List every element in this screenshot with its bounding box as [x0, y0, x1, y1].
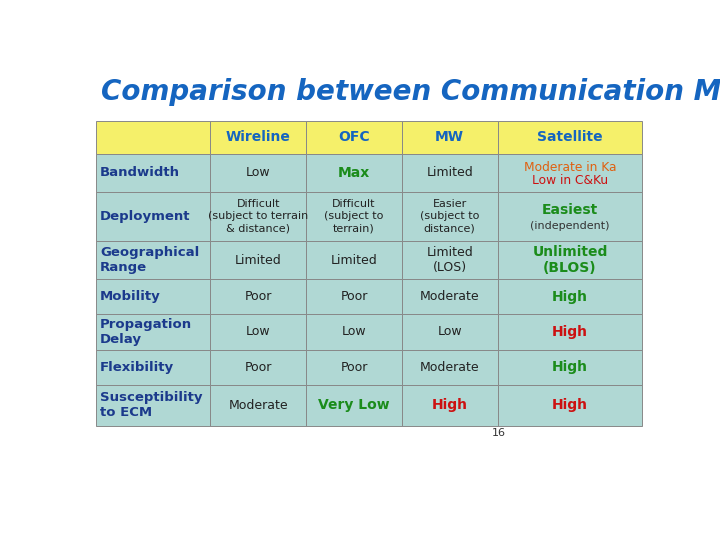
Text: High: High — [552, 289, 588, 303]
Text: Susceptibility
to ECM: Susceptibility to ECM — [100, 392, 202, 419]
Text: Poor: Poor — [245, 361, 272, 374]
Text: Limited: Limited — [426, 166, 473, 179]
Bar — [210, 385, 306, 426]
Bar — [210, 192, 306, 241]
Bar — [210, 121, 306, 154]
Text: Low: Low — [437, 326, 462, 339]
Text: Difficult
(subject to terrain
& distance): Difficult (subject to terrain & distance… — [208, 199, 308, 233]
Text: Mobility: Mobility — [100, 290, 161, 303]
Text: Low: Low — [246, 326, 271, 339]
Bar — [210, 314, 306, 349]
Text: Moderate in Ka: Moderate in Ka — [523, 161, 616, 174]
Text: High: High — [552, 399, 588, 412]
Bar — [498, 314, 642, 349]
Bar — [402, 349, 498, 385]
Text: Moderate: Moderate — [228, 399, 288, 412]
Text: 16: 16 — [492, 428, 506, 437]
Bar — [96, 192, 210, 241]
Text: Very Low: Very Low — [318, 399, 390, 412]
Bar — [402, 385, 498, 426]
Bar — [306, 314, 402, 349]
Bar — [96, 385, 210, 426]
Text: Poor: Poor — [341, 361, 368, 374]
Text: Max: Max — [338, 166, 370, 180]
Bar — [96, 279, 210, 314]
Bar — [210, 154, 306, 192]
Text: Wireline: Wireline — [226, 130, 291, 144]
Text: Propagation
Delay: Propagation Delay — [100, 318, 192, 346]
Text: Bandwidth: Bandwidth — [100, 166, 180, 179]
Bar — [306, 192, 402, 241]
Bar — [96, 121, 210, 154]
Bar — [210, 349, 306, 385]
Bar — [306, 154, 402, 192]
Bar — [96, 349, 210, 385]
Bar — [498, 385, 642, 426]
Text: Satellite: Satellite — [537, 130, 603, 144]
Bar — [210, 279, 306, 314]
Text: Flexibility: Flexibility — [100, 361, 174, 374]
Text: (independent): (independent) — [530, 221, 610, 231]
Bar — [306, 385, 402, 426]
Text: Low: Low — [342, 326, 366, 339]
Text: Low in C&Ku: Low in C&Ku — [532, 174, 608, 187]
Text: MW: MW — [435, 130, 464, 144]
Text: High: High — [552, 325, 588, 339]
Bar — [402, 314, 498, 349]
Text: Geographical
Range: Geographical Range — [100, 246, 199, 274]
Text: Low: Low — [246, 166, 271, 179]
Text: High: High — [552, 360, 588, 374]
Bar — [306, 349, 402, 385]
Bar — [306, 241, 402, 279]
Bar — [96, 154, 210, 192]
Text: Easiest: Easiest — [542, 204, 598, 218]
Text: Poor: Poor — [245, 290, 272, 303]
Bar — [498, 241, 642, 279]
Bar — [498, 192, 642, 241]
Bar — [498, 279, 642, 314]
Bar — [402, 154, 498, 192]
Bar — [96, 241, 210, 279]
Text: Poor: Poor — [341, 290, 368, 303]
Text: Difficult
(subject to
terrain): Difficult (subject to terrain) — [324, 199, 384, 233]
Text: Moderate: Moderate — [420, 290, 480, 303]
Bar — [306, 121, 402, 154]
Text: OFC: OFC — [338, 130, 370, 144]
Bar — [402, 241, 498, 279]
Text: Limited
(LOS): Limited (LOS) — [426, 246, 473, 274]
Text: Easier
(subject to
distance): Easier (subject to distance) — [420, 199, 480, 233]
Text: Moderate: Moderate — [420, 361, 480, 374]
Text: Comparison between Communication Media: Comparison between Communication Media — [101, 78, 720, 106]
Text: Limited: Limited — [235, 253, 282, 267]
Bar — [498, 349, 642, 385]
Text: Deployment: Deployment — [100, 210, 191, 223]
Bar — [306, 279, 402, 314]
Bar — [96, 314, 210, 349]
Text: Limited: Limited — [330, 253, 377, 267]
Bar — [402, 192, 498, 241]
Bar — [402, 121, 498, 154]
Bar — [402, 279, 498, 314]
Text: Unlimited
(BLOS): Unlimited (BLOS) — [532, 245, 608, 275]
Bar — [498, 154, 642, 192]
Bar — [210, 241, 306, 279]
Bar — [498, 121, 642, 154]
Text: High: High — [432, 399, 468, 412]
